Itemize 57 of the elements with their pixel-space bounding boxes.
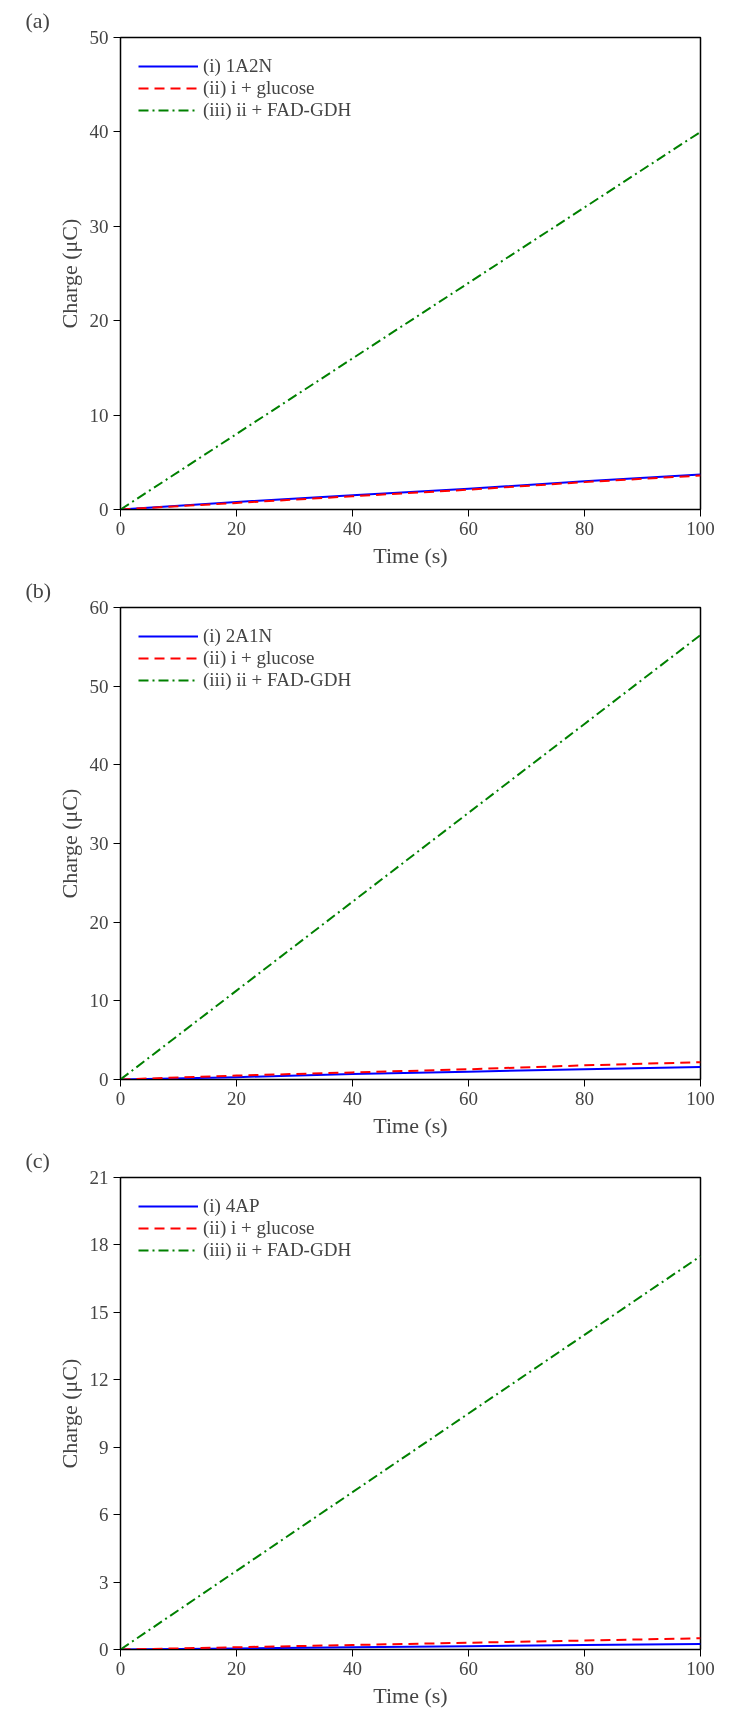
y-tick-label: 0 [99, 1639, 109, 1660]
y-tick-label: 21 [89, 1167, 109, 1188]
y-axis-title: Charge (μC) [56, 1358, 82, 1469]
y-tick-label: 10 [89, 404, 109, 426]
legend-label: (iii) ii + FAD-GDH [203, 99, 352, 121]
x-tick-label: 20 [227, 1657, 246, 1679]
x-tick-label: 0 [115, 1657, 126, 1679]
y-axis-title: Charge (μC) [56, 788, 82, 899]
x-tick-label: 40 [343, 1087, 362, 1109]
legend-label: (iii) ii + FAD-GDH [203, 669, 352, 691]
legend-label: (ii) i + glucose [203, 647, 315, 669]
y-tick-label: 3 [99, 1571, 109, 1593]
x-tick-label: 60 [459, 517, 478, 539]
y-tick-label: 18 [89, 1234, 109, 1256]
y-tick-label: 20 [89, 911, 109, 933]
x-tick-label: 100 [686, 1087, 715, 1109]
x-tick-label: 100 [686, 517, 715, 539]
y-tick-label: 30 [89, 215, 109, 237]
y-tick-label: 9 [99, 1436, 109, 1458]
legend-label: (ii) i + glucose [203, 77, 315, 99]
x-tick-label: 20 [227, 517, 246, 539]
legend-label: (iii) ii + FAD-GDH [203, 1239, 352, 1261]
y-tick-label: 30 [89, 833, 109, 854]
y-tick-label: 0 [99, 499, 109, 520]
x-tick-label: 100 [686, 1657, 715, 1679]
y-tick-label: 10 [89, 990, 109, 1012]
y-tick-label: 0 [99, 1069, 109, 1090]
text: (a) [25, 7, 50, 33]
y-tick-label: 20 [89, 310, 109, 332]
y-tick-label: 50 [89, 675, 109, 697]
y-tick-label: 50 [89, 27, 109, 48]
y-tick-label: 40 [89, 121, 109, 143]
y-tick-label: 6 [99, 1504, 109, 1526]
x-tick-label: 0 [115, 517, 126, 539]
x-tick-label: 80 [575, 1087, 594, 1109]
legend-label: (i) 1A2N [203, 55, 273, 77]
x-tick-label: 60 [459, 1657, 478, 1679]
x-tick-label: 40 [343, 517, 362, 539]
y-tick-label: 40 [89, 754, 109, 776]
legend-label: (ii) i + glucose [203, 1217, 315, 1239]
y-tick-label: 12 [89, 1369, 109, 1391]
x-tick-label: 20 [227, 1087, 246, 1109]
x-tick-label: 40 [343, 1657, 362, 1679]
x-tick-label: 60 [459, 1087, 478, 1109]
legend-label: (i) 4AP [203, 1195, 260, 1217]
y-tick-label: 15 [89, 1301, 109, 1323]
y-tick-label: 60 [89, 597, 109, 618]
x-axis-title: Time (s) [373, 542, 448, 568]
x-tick-label: 80 [575, 1657, 594, 1679]
x-axis-title: Time (s) [373, 1112, 448, 1138]
y-axis-title: Charge (μC) [56, 218, 82, 329]
legend-label: (i) 2A1N [203, 625, 273, 647]
x-tick-label: 80 [575, 517, 594, 539]
x-axis-title: Time (s) [373, 1682, 448, 1708]
x-tick-label: 0 [115, 1087, 126, 1109]
text: (b) [25, 577, 52, 603]
text: (c) [25, 1147, 50, 1173]
